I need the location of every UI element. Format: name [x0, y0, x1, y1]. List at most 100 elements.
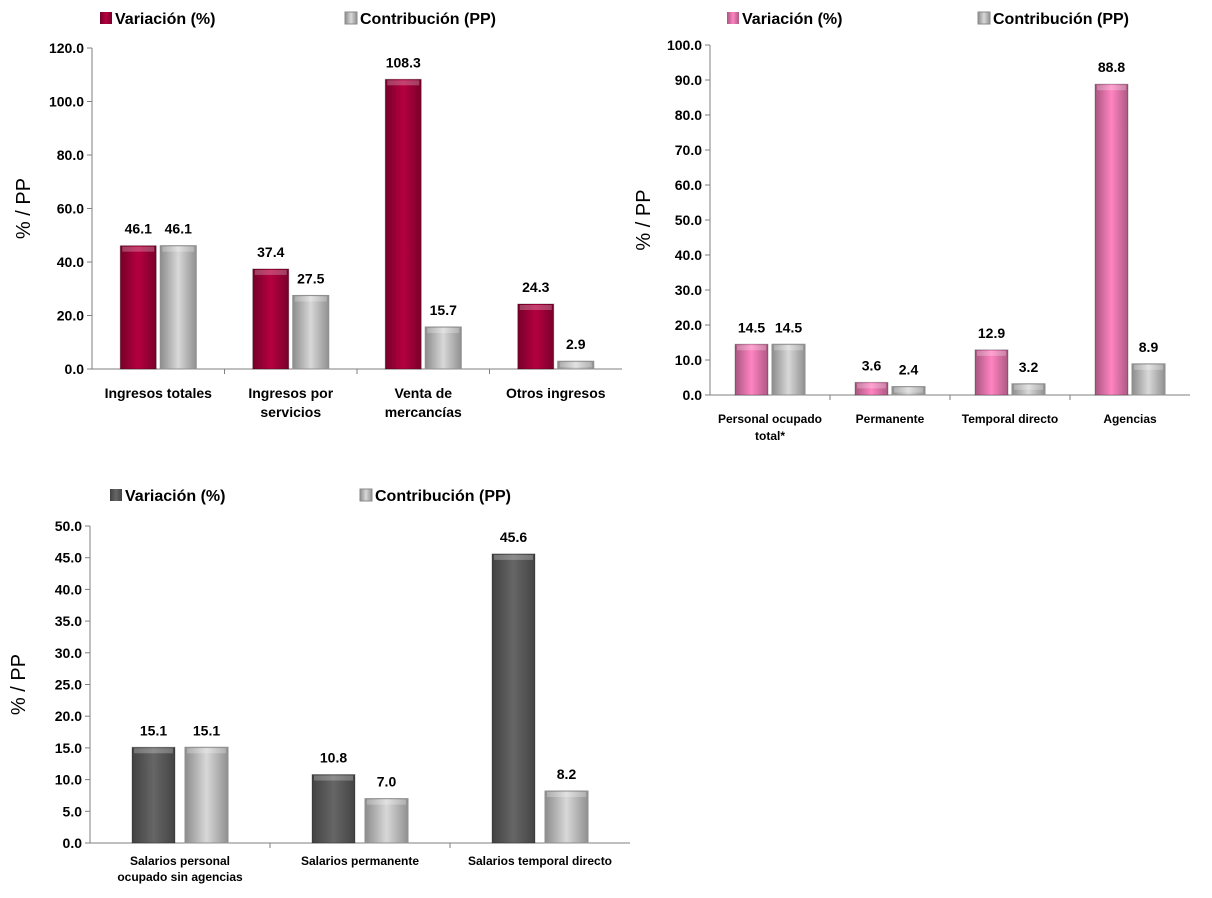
c1-bar-cap-s0-c0 — [122, 246, 155, 252]
c2-bar-s1-c1 — [891, 386, 926, 396]
c3-legend-label-1: Contribución (PP) — [375, 488, 511, 505]
c2-bar-cap-s0-c0 — [737, 345, 766, 351]
c2-legend-label-1: Contribución (PP) — [993, 11, 1129, 28]
chart-salarios-svg: Variación (%) Contribución (PP) % / PP 0.0 5… — [8, 488, 630, 884]
chart-ingresos: Variación (%) Contribución (PP) % / PP 0.0 2… — [0, 0, 640, 440]
c2-y-tick-label-1: 10.0 — [675, 352, 702, 368]
c3-bar-cap-s0-c2 — [494, 554, 533, 560]
c2-data-label-s0-c1: 3.6 — [862, 357, 882, 373]
c2-bar-s0-c3 — [1094, 83, 1129, 396]
c2-y-tick-label-7: 70.0 — [675, 142, 702, 158]
c1-y-tick-label-1: 20.0 — [57, 308, 84, 324]
c2-data-label-s1-c3: 8.9 — [1139, 339, 1159, 355]
c1-category-label-0-0: Ingresos totales — [105, 385, 213, 401]
c1-data-label-s0-c0: 46.1 — [125, 221, 152, 237]
c2-bar-s1-c3 — [1131, 363, 1166, 396]
c3-category-label-0-0: Salarios personal — [130, 854, 230, 868]
c1-y-tick-label-0: 0.0 — [65, 361, 85, 377]
c1-bar-s0-c0 — [119, 245, 157, 370]
c1-bar-s0-c3 — [517, 303, 555, 370]
c1-y-axis-label: % / PP — [13, 178, 35, 239]
c3-data-label-s0-c1: 10.8 — [320, 750, 347, 766]
c2-bar-cap-s1-c3 — [1134, 364, 1163, 370]
c2-y-tick-label-8: 80.0 — [675, 107, 702, 123]
c3-bar-cap-s1-c2 — [547, 792, 586, 798]
c1-data-label-s0-c1: 37.4 — [257, 244, 284, 260]
c2-data-label-s0-c2: 12.9 — [978, 325, 1005, 341]
c2-bar-cap-s1-c1 — [894, 387, 923, 393]
c2-bar-cap-s0-c1 — [857, 383, 886, 389]
c2-bar-cap-s0-c2 — [977, 350, 1006, 356]
c3-bar-s1-c2 — [544, 790, 589, 844]
c2-legend-swatch-1 — [977, 11, 991, 25]
c1-y-tick-label-5: 100.0 — [49, 94, 84, 110]
chart-personal-ocupado-svg: Variación (%) Contribución (PP) % / PP 0.0 1… — [633, 11, 1190, 443]
c1-legend-swatch-0 — [100, 12, 112, 24]
chart-personal-ocupado: Variación (%) Contribución (PP) % / PP 0.0 1… — [630, 0, 1212, 470]
c1-bar-cap-s1-c2 — [427, 328, 460, 334]
c3-bar-s0-c1 — [311, 774, 356, 844]
c1-data-label-s1-c0: 46.1 — [165, 221, 192, 237]
c1-category-label-3-0: Otros ingresos — [506, 385, 606, 401]
c3-data-label-s1-c0: 15.1 — [193, 722, 220, 738]
c1-y-tick-label-2: 40.0 — [57, 254, 84, 270]
c1-data-label-s0-c2: 108.3 — [386, 54, 421, 70]
c2-bar-cap-s1-c0 — [774, 345, 803, 351]
c1-category-label-1-1: servicios — [260, 404, 321, 420]
c1-bar-cap-s1-c0 — [162, 246, 195, 252]
c1-bar-s1-c3 — [557, 360, 595, 370]
c3-category-label-1-0: Salarios permanente — [301, 854, 419, 868]
c2-y-tick-label-0: 0.0 — [683, 387, 703, 403]
c1-category-label-2-1: mercancías — [385, 404, 462, 420]
c3-y-tick-label-1: 5.0 — [63, 803, 83, 819]
c1-data-label-s1-c3: 2.9 — [566, 336, 586, 352]
c1-data-label-s1-c2: 15.7 — [430, 302, 457, 318]
c1-category-label-2-0: Venta de — [394, 385, 452, 401]
c3-y-tick-label-0: 0.0 — [63, 835, 83, 851]
c3-bar-s0-c2 — [491, 553, 536, 844]
c2-bar-s1-c2 — [1011, 383, 1046, 396]
c2-y-tick-label-9: 90.0 — [675, 72, 702, 88]
c3-bar-s1-c1 — [364, 798, 409, 844]
c2-y-axis-label: % / PP — [633, 189, 655, 250]
c2-bar-s0-c0 — [734, 343, 769, 396]
c1-legend-label-1: Contribución (PP) — [360, 11, 496, 28]
c1-bar-s1-c2 — [424, 326, 462, 370]
c1-category-label-1-0: Ingresos por — [248, 385, 333, 401]
c3-y-tick-label-7: 35.0 — [55, 613, 82, 629]
c1-y-tick-label-3: 60.0 — [57, 201, 84, 217]
c3-bar-cap-s0-c0 — [134, 748, 173, 754]
c2-bar-s0-c1 — [854, 381, 889, 396]
c2-data-label-s0-c3: 88.8 — [1098, 59, 1125, 75]
c1-bar-cap-s0-c1 — [254, 269, 287, 275]
c2-y-tick-label-3: 30.0 — [675, 282, 702, 298]
c3-y-tick-label-6: 30.0 — [55, 645, 82, 661]
c1-bar-cap-s1-c1 — [294, 296, 327, 302]
c3-bar-cap-s1-c1 — [367, 799, 406, 805]
c1-legend-label-0: Variación (%) — [115, 11, 215, 28]
c3-y-tick-label-10: 50.0 — [55, 518, 82, 534]
c2-bar-s0-c2 — [974, 349, 1009, 396]
c1-bar-s0-c2 — [384, 78, 422, 370]
c3-bar-s0-c0 — [131, 746, 176, 844]
c3-bar-s1-c0 — [184, 746, 229, 844]
c3-data-label-s1-c1: 7.0 — [377, 774, 397, 790]
c1-data-label-s0-c3: 24.3 — [522, 279, 549, 295]
c2-y-tick-label-5: 50.0 — [675, 212, 702, 228]
c2-data-label-s1-c1: 2.4 — [899, 362, 919, 378]
c1-bar-cap-s0-c3 — [519, 304, 552, 310]
chart-ingresos-svg: Variación (%) Contribución (PP) % / PP 0.0 2… — [13, 11, 622, 420]
c1-y-tick-label-6: 120.0 — [49, 40, 84, 56]
c3-y-tick-label-2: 10.0 — [55, 772, 82, 788]
chart-salarios: Variación (%) Contribución (PP) % / PP 0.0 5… — [0, 470, 640, 893]
c1-data-label-s1-c1: 27.5 — [297, 270, 324, 286]
c2-category-label-0-1: total* — [755, 429, 785, 443]
c3-y-tick-label-9: 45.0 — [55, 550, 82, 566]
c1-bar-cap-s0-c2 — [387, 80, 420, 86]
c2-data-label-s1-c2: 3.2 — [1019, 359, 1039, 375]
c1-bar-s0-c1 — [252, 268, 290, 370]
c3-bar-cap-s1-c0 — [187, 748, 226, 754]
c2-category-label-2-0: Temporal directo — [962, 412, 1058, 426]
c2-category-label-0-0: Personal ocupado — [718, 412, 822, 426]
c2-y-tick-label-6: 60.0 — [675, 177, 702, 193]
